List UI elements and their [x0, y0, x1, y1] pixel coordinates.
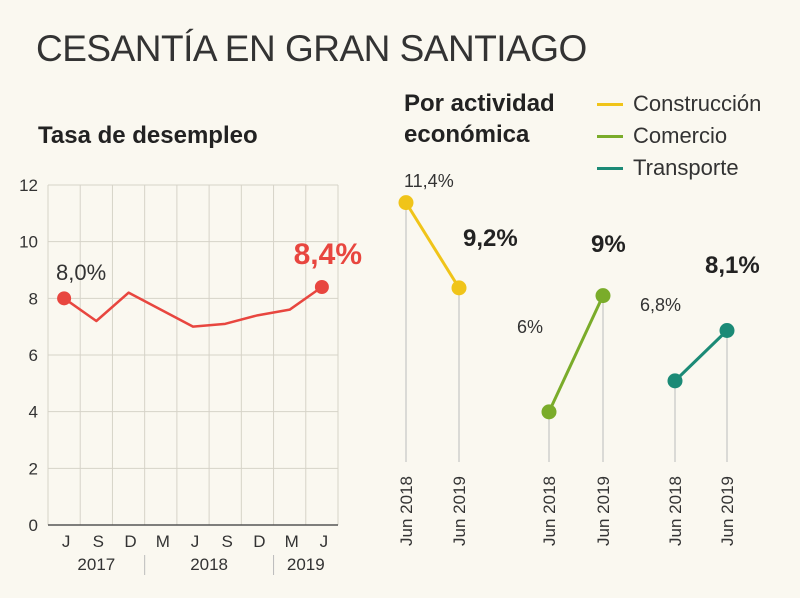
y-tick-label: 10 — [19, 233, 38, 252]
x-tick-label: J — [320, 532, 329, 551]
sector-line-2 — [673, 329, 729, 382]
sector-point-start — [541, 404, 557, 420]
x-category-label: Jun 2018 — [666, 476, 685, 546]
legend-swatch-transporte — [597, 166, 623, 170]
unemployment-line — [63, 285, 323, 328]
legend-item-construccion: Construcción — [597, 88, 761, 120]
x-tick-label: J — [191, 532, 200, 551]
x-tick-label: J — [62, 532, 71, 551]
x-tick-label: S — [222, 532, 233, 551]
x-tick-label: D — [124, 532, 136, 551]
data-label-transporte-2018: 6,8% — [640, 295, 681, 315]
legend-label-comercio: Comercio — [633, 123, 728, 148]
end-point — [314, 280, 329, 294]
data-label-comercio-2019: 9% — [591, 231, 626, 258]
legend-swatch-comercio — [597, 134, 623, 138]
legend-label-transporte: Transporte — [633, 155, 739, 180]
x-tick-label: M — [285, 532, 299, 551]
x-category-label: Jun 2019 — [450, 476, 469, 546]
x-tick-label: S — [93, 532, 104, 551]
x-category-label: Jun 2018 — [540, 476, 559, 546]
y-tick-label: 8 — [29, 289, 38, 308]
legend-label-construccion: Construcción — [633, 91, 762, 116]
y-tick-label: 2 — [29, 459, 38, 478]
x-category-label: Jun 2018 — [397, 476, 416, 546]
sector-point-start — [667, 373, 683, 389]
y-tick-label: 12 — [19, 176, 38, 195]
legend-swatch-construccion — [597, 102, 623, 106]
data-label-transporte-2019: 8,1% — [705, 252, 760, 279]
sector-point-end — [595, 288, 611, 304]
right-chart-title: Por actividad económica — [404, 90, 555, 148]
sector-point-end — [451, 280, 467, 296]
sector-point-start — [398, 195, 414, 211]
start-point — [57, 291, 72, 306]
legend-item-comercio: Comercio — [597, 120, 761, 152]
end-data-label: 8,4% — [294, 238, 362, 271]
year-label: 2017 — [77, 555, 115, 574]
data-label-construccion-2018: 11,4% — [404, 171, 454, 191]
left-chart-title: Tasa de desempleo — [38, 122, 258, 149]
legend-item-transporte: Transporte — [597, 152, 761, 184]
y-tick-label: 0 — [29, 516, 38, 535]
year-label: 2018 — [190, 555, 228, 574]
start-data-label: 8,0% — [56, 260, 106, 285]
sector-point-end — [719, 323, 735, 338]
sector-line-1 — [547, 294, 605, 413]
y-tick-label: 6 — [29, 346, 38, 365]
x-category-label: Jun 2019 — [594, 476, 613, 546]
x-tick-label: M — [156, 532, 170, 551]
chart-title: CESANTÍA EN GRAN SANTIAGO — [36, 28, 587, 69]
legend: Construcción Comercio Transporte — [597, 88, 761, 184]
x-category-label: Jun 2019 — [718, 476, 737, 546]
data-label-comercio-2018: 6% — [517, 317, 543, 337]
year-label: 2019 — [287, 555, 325, 574]
sector-line-0 — [404, 201, 461, 289]
y-tick-label: 4 — [29, 403, 38, 422]
data-label-construccion-2019: 9,2% — [463, 225, 518, 252]
x-tick-label: D — [253, 532, 265, 551]
